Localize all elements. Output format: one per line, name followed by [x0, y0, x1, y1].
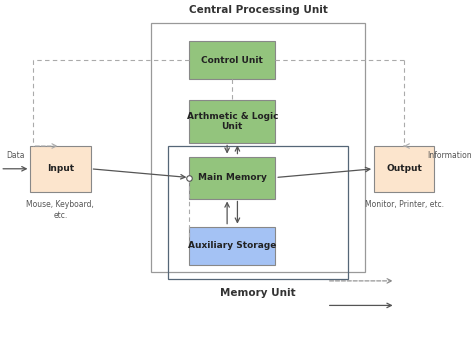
- Text: Main Memory: Main Memory: [198, 173, 267, 182]
- Text: Arthmetic & Logic
Unit: Arthmetic & Logic Unit: [187, 112, 278, 131]
- Bar: [189, 101, 275, 143]
- Text: Memory Unit: Memory Unit: [220, 288, 296, 298]
- Text: Data: Data: [6, 151, 25, 160]
- Text: Mouse, Keyboard,
etc.: Mouse, Keyboard, etc.: [27, 200, 94, 220]
- Text: Input: Input: [47, 164, 74, 173]
- Text: Output: Output: [386, 164, 422, 173]
- Text: Auxiliary Storage: Auxiliary Storage: [188, 241, 276, 250]
- Bar: [30, 146, 91, 192]
- Text: Monitor, Printer, etc.: Monitor, Printer, etc.: [365, 200, 444, 209]
- Bar: [168, 146, 348, 279]
- Bar: [189, 227, 275, 265]
- Text: Control Unit: Control Unit: [201, 56, 263, 65]
- Bar: [151, 23, 365, 272]
- Text: Central Processing Unit: Central Processing Unit: [189, 5, 328, 15]
- Bar: [189, 157, 275, 199]
- Bar: [374, 146, 434, 192]
- Bar: [189, 41, 275, 79]
- Text: Information: Information: [427, 151, 472, 160]
